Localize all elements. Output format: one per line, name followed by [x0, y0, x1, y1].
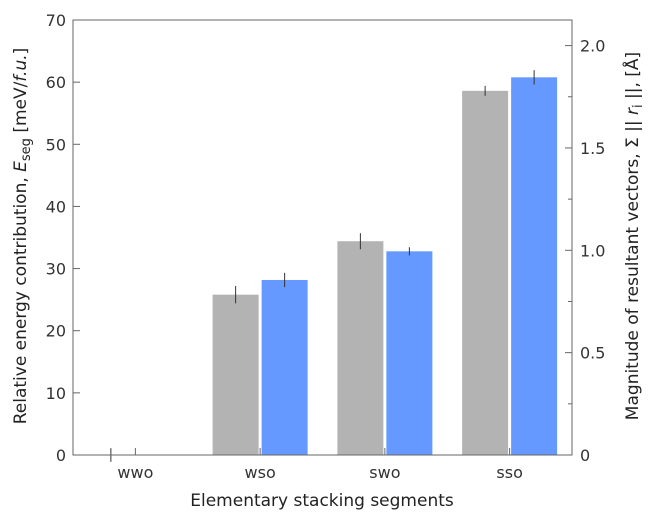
y-tick-label-70: 70 — [46, 11, 66, 30]
right-y-axis: 0 0.5 1.0 1.5 2.0 — [565, 37, 605, 465]
bar-sso-series-1 — [462, 90, 509, 455]
left-y-axis: 0 10 20 30 40 50 60 70 — [46, 11, 80, 465]
y2-tick-label-0: 0 — [580, 446, 590, 465]
x-tick-label-wso: wso — [245, 463, 276, 482]
y2-tick-label-0.5: 0.5 — [580, 344, 605, 363]
bar-wso-series-2 — [261, 279, 308, 455]
axes-layer — [72, 19, 573, 456]
error-bars-layer — [110, 70, 535, 462]
y-tick-label-30: 30 — [46, 260, 66, 279]
x-tick-label-wwo: wwo — [117, 463, 153, 482]
y2-tick-label-1.0: 1.0 — [580, 241, 605, 260]
x-axis-title: Elementary stacking segments — [190, 491, 454, 511]
y2-tick-label-1.5: 1.5 — [580, 139, 605, 158]
plot-frame — [72, 19, 573, 456]
y-tick-label-20: 20 — [46, 322, 66, 341]
bar-sso-series-2 — [511, 77, 558, 455]
x-tick-label-swo: swo — [369, 463, 400, 482]
y-tick-label-60: 60 — [46, 73, 66, 92]
y-tick-label-0: 0 — [56, 446, 66, 465]
bar-swo-series-1 — [337, 241, 384, 455]
x-tick-label-sso: sso — [496, 463, 522, 482]
bars-layer — [212, 77, 558, 455]
y-tick-label-40: 40 — [46, 197, 66, 216]
y2-axis-title: Magnitude of resultant vectors, Σ || ri … — [621, 52, 646, 420]
bar-swo-series-2 — [386, 251, 433, 455]
y-tick-label-10: 10 — [46, 384, 66, 403]
bar-wso-series-1 — [212, 294, 259, 455]
y-axis-title: Relative energy contribution, Eseg [meV/… — [11, 48, 34, 425]
y-tick-label-50: 50 — [46, 135, 66, 154]
x-axis: wwo wso swo sso — [117, 448, 523, 482]
y2-tick-label-2.0: 2.0 — [580, 37, 605, 56]
